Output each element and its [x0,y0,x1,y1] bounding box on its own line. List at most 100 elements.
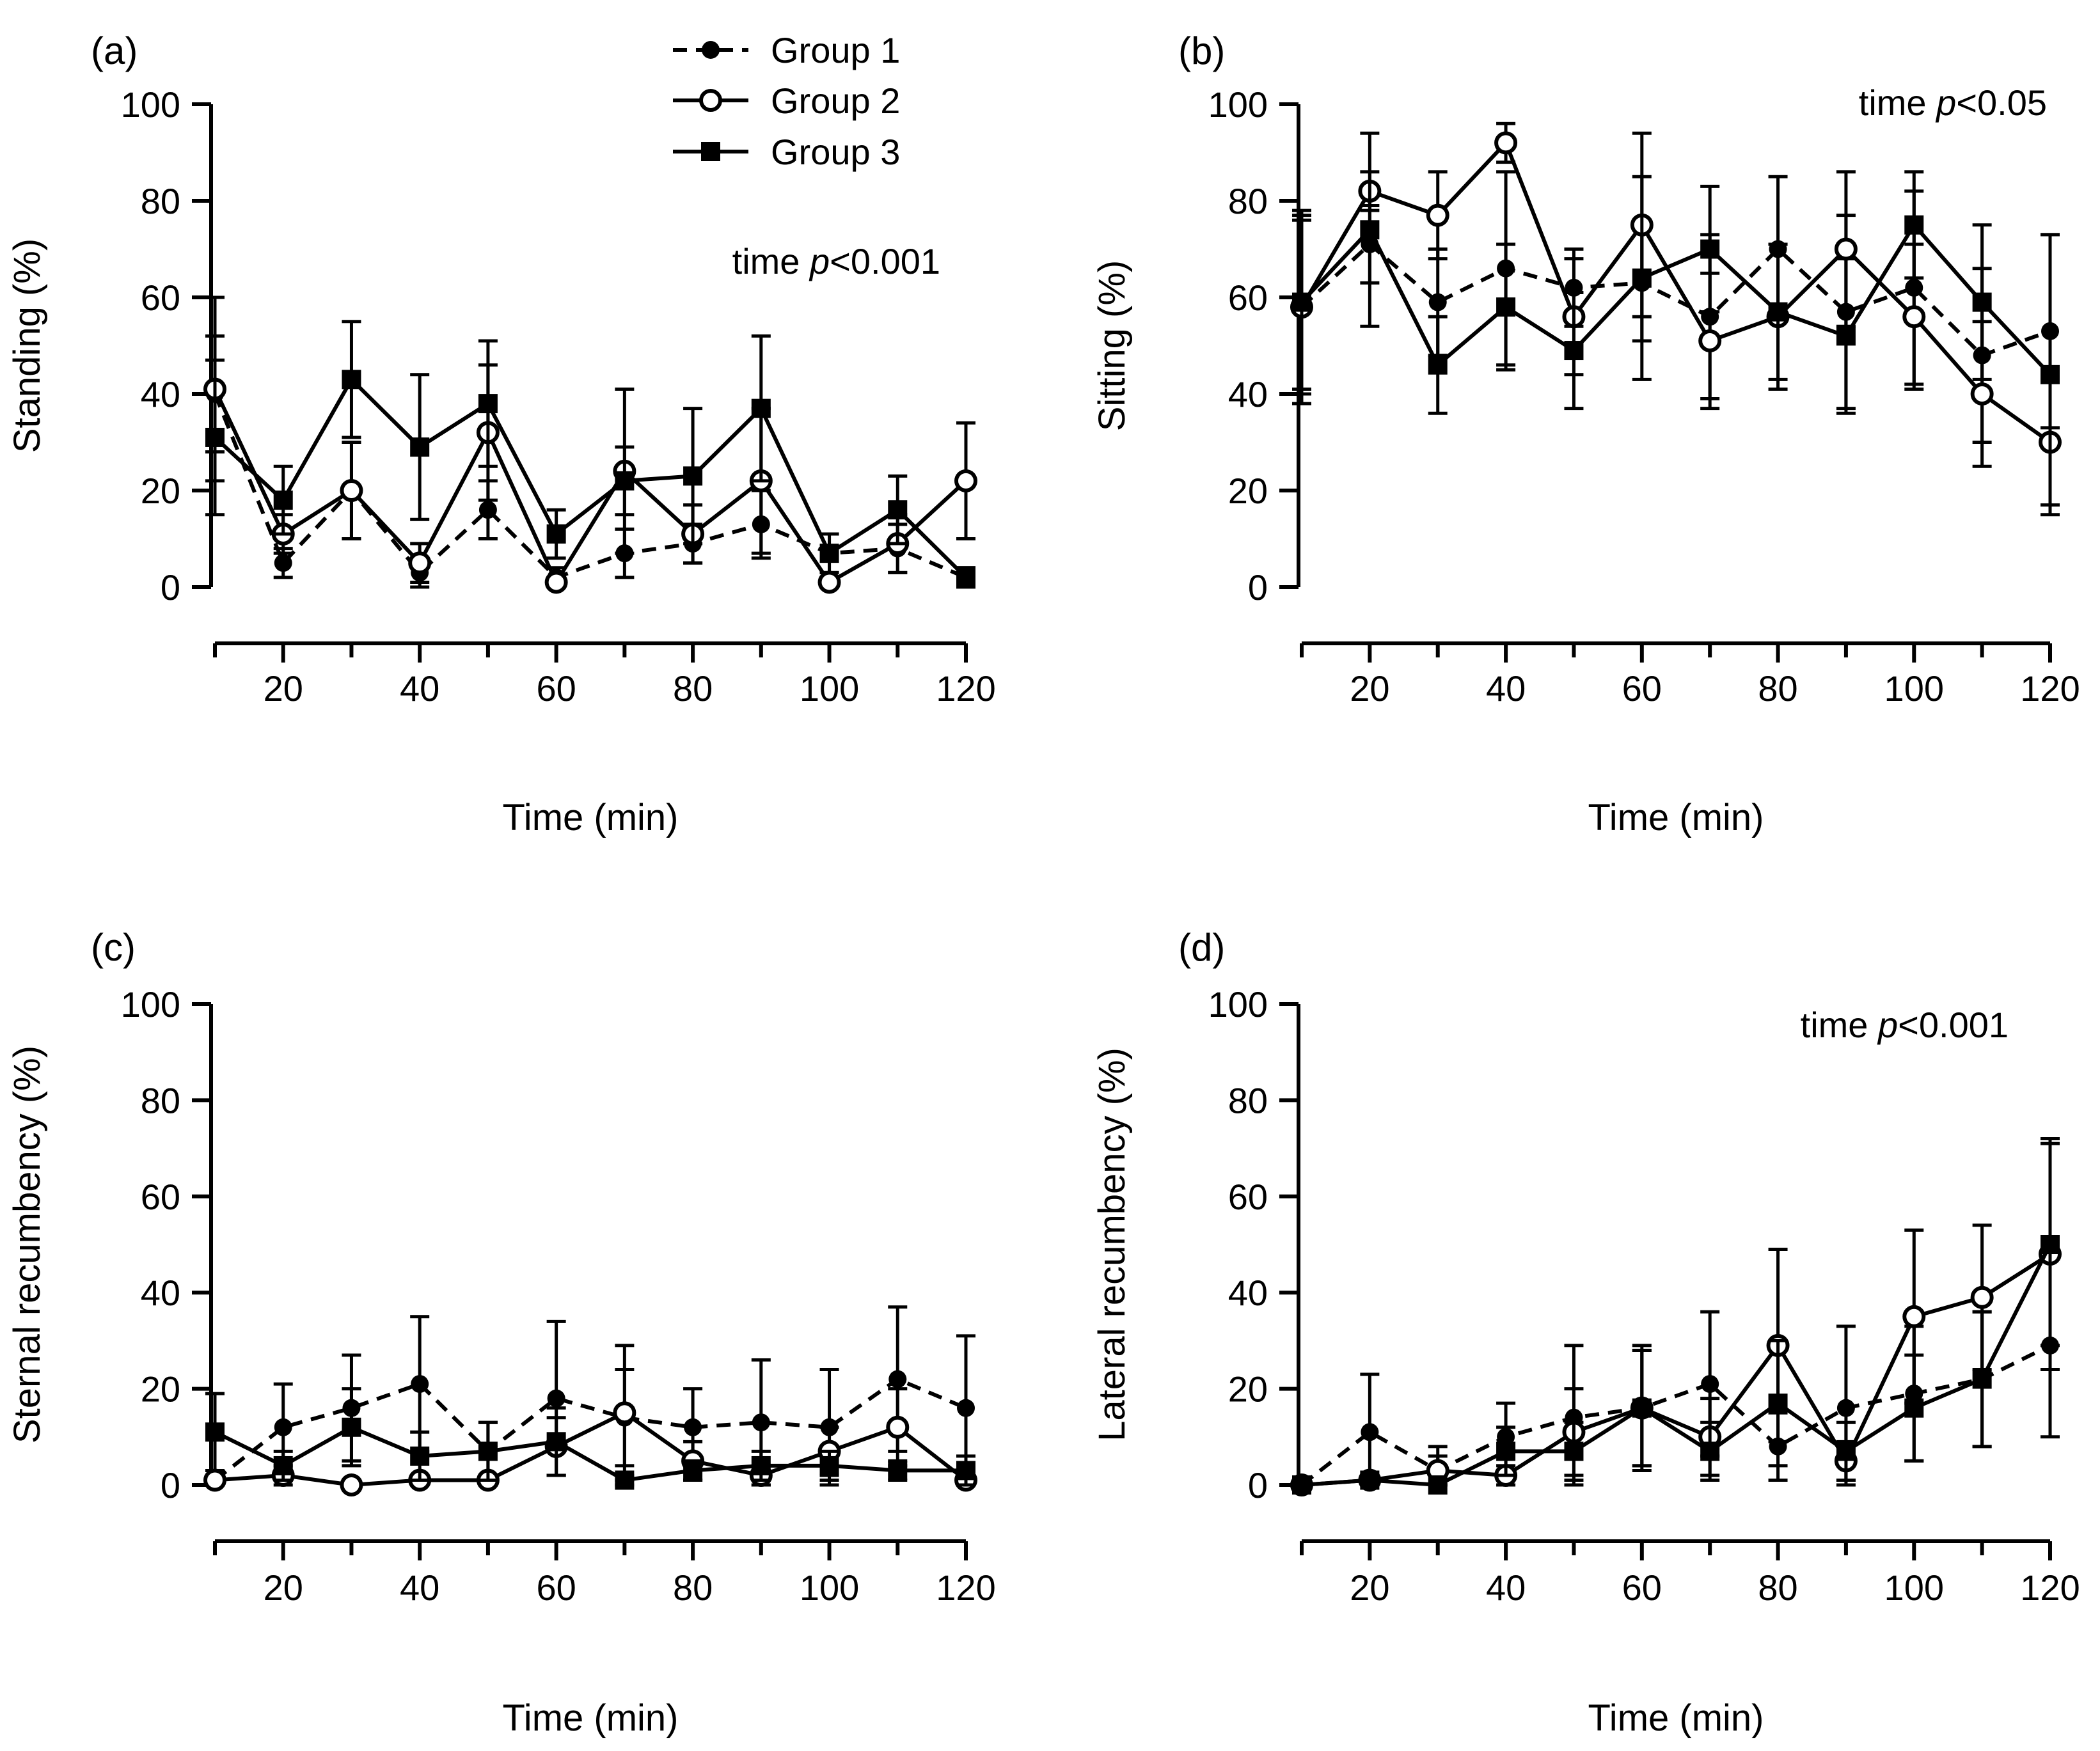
y-tick-label: 60 [1228,278,1268,318]
data-point [886,1415,910,1439]
data-point [273,1456,293,1475]
y-tick-label: 0 [1248,1465,1268,1505]
x-tick-label: 20 [1350,1567,1389,1608]
series-3 [1292,131,2060,517]
data-point [1360,220,1380,240]
data-point [1701,1375,1719,1394]
x-tick-label: 100 [800,1567,859,1608]
data-point [1428,1475,1448,1495]
legend-label: Group 3 [771,132,900,172]
data-point [273,491,293,510]
series-line [213,393,967,580]
data-point [1361,1423,1379,1441]
data-point [1836,1399,1855,1417]
data-point [340,479,363,502]
data-point [1902,1305,1926,1328]
data-point [1428,293,1447,311]
data-point [1972,1369,1992,1389]
series-2 [1290,122,2062,507]
data-point [817,570,841,594]
data-point [408,551,432,575]
y-tick-label: 60 [141,1177,180,1217]
y-tick-label: 0 [1248,567,1268,608]
data-point [1700,1441,1720,1461]
data-point [1768,302,1788,322]
y-tick-label: 20 [141,471,180,511]
x-tick-label: 120 [2020,668,2080,709]
series-line [213,388,968,586]
y-tick-label: 40 [1228,374,1268,414]
data-point [1292,292,1311,312]
panel-label: (a) [91,29,138,72]
annotation-p: p [1935,82,1956,123]
data-point [205,427,225,447]
data-point [1902,305,1926,329]
y-axis-title: Lateral recumbency (%) [1091,1048,1133,1441]
legend-label: Group 2 [771,81,900,121]
x-tick-label: 60 [536,1567,576,1608]
data-point [751,1456,771,1475]
x-tick-label: 40 [400,668,439,709]
x-tick-label: 100 [1884,1567,1944,1608]
data-point [546,1432,566,1452]
data-point [203,1468,226,1492]
panel-c: (c) 0 20 40 60 80 100 20 40 60 80 100 120 Time (min) S… [6,926,996,1739]
data-point [1904,1398,1924,1418]
data-point [1700,239,1720,259]
series-3 [205,1387,975,1490]
series-line [1301,1252,2051,1487]
x-tick-label: 80 [673,1567,713,1608]
data-point [752,1413,770,1432]
data-point [615,1470,635,1490]
legend-marker [702,41,720,59]
data-point [2041,365,2060,384]
x-tick-label: 120 [936,668,995,709]
panel-label: (d) [1178,926,1225,969]
x-tick-label: 80 [1758,668,1797,709]
y-tick-label: 80 [141,181,180,221]
data-point [819,1456,839,1475]
x-tick-label: 120 [2020,1567,2080,1608]
series-line [213,376,968,579]
series-line [1301,1243,2052,1488]
series-line [1300,221,2052,376]
y-tick-label: 100 [121,84,180,125]
y-tick-label: 20 [1228,471,1268,511]
data-point [954,469,977,492]
data-point [1496,297,1516,317]
y-tick-label: 40 [1228,1273,1268,1313]
y-tick-label: 20 [141,1369,180,1409]
data-point [888,1370,907,1388]
legend-marker [699,89,722,112]
data-point [1564,1441,1584,1461]
y-tick-label: 60 [1228,1177,1268,1217]
x-tick-label: 40 [1486,668,1526,709]
x-tick-label: 60 [1622,668,1662,709]
data-point [957,1399,975,1417]
data-point [1426,203,1449,227]
data-point [478,394,498,414]
x-tick-label: 20 [1350,668,1389,709]
x-tick-label: 100 [800,668,859,709]
panel-b: (b) 0 20 40 60 80 100 20 40 60 80 100 120 Time (min) S… [1091,29,2080,838]
annotation-suffix: <0.05 [1956,82,2047,123]
data-point [1836,326,1856,346]
data-point [1698,329,1722,352]
series-3 [1292,1142,2060,1495]
x-axis-title: Time (min) [1588,1697,1764,1739]
data-point [410,437,430,457]
data-point [888,1461,908,1480]
panel-label: (c) [91,926,136,969]
data-point [546,524,566,544]
data-point [1564,341,1584,361]
series-2 [1290,1137,2062,1496]
data-point [274,1418,292,1436]
data-point [544,570,568,594]
x-tick-label: 60 [536,668,576,709]
y-axis-title: Sitting (%) [1091,260,1133,432]
y-tick-label: 0 [161,1465,180,1505]
data-point [547,1389,565,1408]
data-point [1632,268,1652,288]
series-1 [1293,1252,2060,1494]
